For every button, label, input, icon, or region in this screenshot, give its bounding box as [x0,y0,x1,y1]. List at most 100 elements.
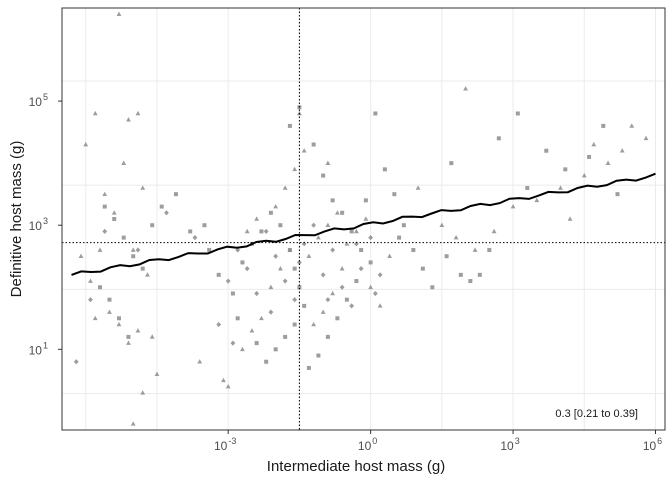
data-point-square [131,254,136,259]
data-point-triangle [102,191,108,196]
y-tick-label: 105 [29,92,48,109]
data-point-square [363,198,368,203]
data-point-square [330,198,335,203]
regression-fit-line [71,172,656,276]
data-point-triangle [325,222,331,228]
data-point-triangle [259,315,264,321]
data-point-diamond [268,309,274,315]
data-point-square [306,365,311,370]
data-point-square [401,223,406,228]
data-point-triangle [126,340,131,345]
plot-border [61,7,666,431]
data-point-triangle [387,253,393,259]
x-tick-exponent: 6 [657,436,662,446]
data-point-diamond [254,290,260,297]
data-point-square [259,229,264,234]
y-tick-exponent: 1 [43,340,48,350]
y-tick-exponent: 3 [43,216,48,226]
data-point-diamond [135,247,141,253]
data-point-square [311,142,316,147]
data-point-square [116,316,121,321]
data-point-square [601,123,606,128]
data-point-triangle [107,309,112,314]
data-point-triangle [282,185,288,190]
data-point-diamond [368,235,374,241]
data-point-diamond [282,278,288,284]
data-point-square [458,272,463,277]
data-point-triangle [558,185,563,190]
data-point-triangle [415,185,421,190]
data-point-diamond [230,340,236,346]
data-point-triangle [643,135,649,141]
y-tick-label: 101 [29,340,48,357]
data-point-triangle [140,185,146,190]
data-point-square [264,359,269,364]
data-point-square [216,272,221,277]
data-point-square [373,111,378,116]
data-point-triangle [619,148,625,153]
data-point-diamond [339,284,345,290]
data-point-square [397,235,402,240]
data-point-square [188,229,193,234]
data-point-triangle [567,216,573,221]
data-point-diamond [225,278,231,284]
data-point-square [121,235,126,240]
data-point-triangle [225,383,231,389]
data-point-triangle [240,346,245,352]
data-point-triangle [130,421,136,426]
data-point-square [321,173,326,178]
data-point-diamond [301,241,307,247]
data-points [73,11,649,426]
data-point-square [563,167,568,172]
data-point-square [392,192,397,197]
data-point-square [150,223,155,228]
data-point-square [349,229,354,234]
data-point-square [287,123,292,128]
data-point-square [411,248,416,253]
data-point-diamond [73,359,79,365]
data-point-square [140,266,145,271]
data-point-square [302,303,307,308]
data-point-triangle [339,266,345,271]
data-point-square [420,266,425,271]
x-tick-exponent: -3 [228,436,236,446]
data-point-triangle [88,278,93,283]
data-point-square [268,210,273,215]
data-point-triangle [591,141,597,147]
data-point-diamond [377,272,383,278]
data-point-triangle [278,266,283,271]
data-point-square [292,266,297,271]
data-point-square [202,223,207,228]
x-tick-exponent: 3 [515,436,520,446]
data-point-square [525,185,530,190]
data-point-diamond [244,266,250,272]
data-point-square [587,154,592,159]
data-point-square [354,279,359,284]
data-point-triangle [491,228,497,234]
data-point-triangle [605,160,611,165]
data-point-square [107,297,112,302]
data-point-square [430,285,435,290]
data-point-triangle [140,390,146,395]
data-point-square [230,291,235,296]
data-point-square [340,210,345,215]
data-point-square [359,248,364,253]
y-axis-title: Definitive host mass (g) [8,141,25,298]
data-point-square [287,248,292,253]
data-point-square [283,334,288,339]
x-tick-label: 106 [643,436,662,453]
data-point-square [477,272,482,277]
data-point-triangle [126,117,131,122]
data-point-triangle [268,284,274,290]
data-point-triangle [439,222,445,228]
data-point-triangle [325,160,331,165]
data-point-triangle [145,272,150,277]
x-tick-label: 100 [358,436,377,453]
data-point-square [449,161,454,166]
data-point-square [444,254,449,259]
data-point-square [344,297,349,302]
annotation-text: 0.3 [0.21 to 0.39] [555,408,638,420]
data-point-triangle [149,334,155,339]
data-point-square [544,148,549,153]
data-point-square [316,353,321,358]
